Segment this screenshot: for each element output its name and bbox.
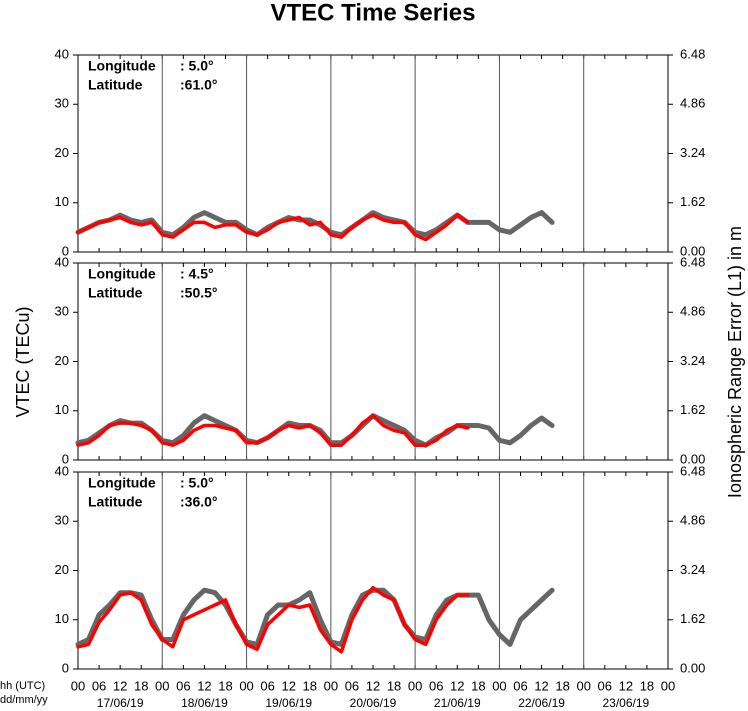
date-axis-label: dd/mm/yy <box>0 694 48 706</box>
x-tick-label: 18 <box>134 678 148 693</box>
date-label: 19/06/19 <box>265 696 312 710</box>
y2-tick-label: 1.62 <box>680 194 705 209</box>
longitude-value: : 5.0° <box>180 475 214 491</box>
date-label: 21/06/19 <box>434 696 481 710</box>
y2-tick-label: 3.24 <box>680 353 705 368</box>
y-tick-label: 40 <box>55 254 69 269</box>
y-tick-label: 10 <box>55 611 69 626</box>
y2-tick-label: 0.00 <box>680 451 705 466</box>
plot-frame <box>77 54 669 253</box>
x-tick-label: 00 <box>408 678 422 693</box>
x-tick-label: 00 <box>239 678 253 693</box>
y2-tick-label: 3.24 <box>680 562 705 577</box>
latitude-label: Latitude <box>88 285 143 301</box>
longitude-value: : 5.0° <box>180 58 214 74</box>
date-label: 17/06/19 <box>97 696 144 710</box>
x-tick-label: 18 <box>218 678 232 693</box>
x-tick-label: 06 <box>92 678 106 693</box>
y-axis-label: VTEC (TECu) <box>13 306 33 417</box>
y-tick-label: 40 <box>55 46 69 61</box>
x-tick-label: 12 <box>113 678 127 693</box>
y-tick-label: 0 <box>62 243 69 258</box>
x-tick-label: 06 <box>260 678 274 693</box>
y-tick-label: 10 <box>55 402 69 417</box>
x-tick-label: 18 <box>471 678 485 693</box>
x-tick-label: 18 <box>303 678 317 693</box>
x-tick-label: 12 <box>197 678 211 693</box>
y2-tick-label: 1.62 <box>680 611 705 626</box>
y2-tick-label: 6.48 <box>680 46 705 61</box>
x-tick-label: 06 <box>429 678 443 693</box>
date-label: 20/06/19 <box>350 696 397 710</box>
x-tick-label: 18 <box>387 678 401 693</box>
latitude-value: :61.0° <box>180 77 218 93</box>
x-tick-label: 00 <box>155 678 169 693</box>
date-label: 22/06/19 <box>518 696 565 710</box>
y-tick-label: 10 <box>55 194 69 209</box>
latitude-value: :36.0° <box>180 494 218 510</box>
y2-tick-label: 4.86 <box>680 96 705 111</box>
date-label: 18/06/19 <box>181 696 228 710</box>
x-tick-label: 06 <box>513 678 527 693</box>
x-tick-label: 00 <box>71 678 85 693</box>
longitude-label: Longitude <box>88 475 156 491</box>
chart-title: VTEC Time Series <box>271 0 476 26</box>
y2-tick-label: 6.48 <box>680 463 705 478</box>
x-tick-label: 00 <box>661 678 675 693</box>
y2-axis-label: Ionospheric Range Error (L1) in m <box>725 226 745 498</box>
y-tick-label: 0 <box>62 660 69 675</box>
y2-tick-label: 1.62 <box>680 402 705 417</box>
x-tick-label: 12 <box>450 678 464 693</box>
x-tick-label: 18 <box>555 678 569 693</box>
x-tick-label: 12 <box>534 678 548 693</box>
x-tick-label: 00 <box>324 678 338 693</box>
x-tick-label: 06 <box>598 678 612 693</box>
series-line <box>76 585 470 654</box>
y-tick-label: 30 <box>55 513 69 528</box>
latitude-label: Latitude <box>88 77 143 93</box>
latitude-label: Latitude <box>88 494 143 510</box>
date-label: 23/06/19 <box>602 696 649 710</box>
y2-tick-label: 6.48 <box>680 254 705 269</box>
x-tick-label: 00 <box>492 678 506 693</box>
x-tick-label: 06 <box>176 678 190 693</box>
y2-tick-label: 0.00 <box>680 660 705 675</box>
y2-tick-label: 4.86 <box>680 513 705 528</box>
y2-tick-label: 4.86 <box>680 304 705 319</box>
y-tick-label: 40 <box>55 463 69 478</box>
plot-frame <box>77 262 669 461</box>
x-axis-label: hh (UTC) <box>0 680 45 692</box>
y2-tick-label: 0.00 <box>680 243 705 258</box>
series-line <box>76 413 470 447</box>
y2-tick-label: 3.24 <box>680 145 705 160</box>
x-tick-label: 00 <box>576 678 590 693</box>
y-tick-label: 30 <box>55 304 69 319</box>
longitude-value: : 4.5° <box>180 266 214 282</box>
x-tick-label: 18 <box>640 678 654 693</box>
series-line <box>76 213 470 242</box>
x-tick-label: 12 <box>366 678 380 693</box>
latitude-value: :50.5° <box>180 285 218 301</box>
x-tick-label: 12 <box>619 678 633 693</box>
longitude-label: Longitude <box>88 266 156 282</box>
x-tick-label: 12 <box>281 678 295 693</box>
x-tick-label: 06 <box>345 678 359 693</box>
y-tick-label: 20 <box>55 562 69 577</box>
y-tick-label: 0 <box>62 451 69 466</box>
y-tick-label: 30 <box>55 96 69 111</box>
longitude-label: Longitude <box>88 58 156 74</box>
y-tick-label: 20 <box>55 145 69 160</box>
y-tick-label: 20 <box>55 353 69 368</box>
